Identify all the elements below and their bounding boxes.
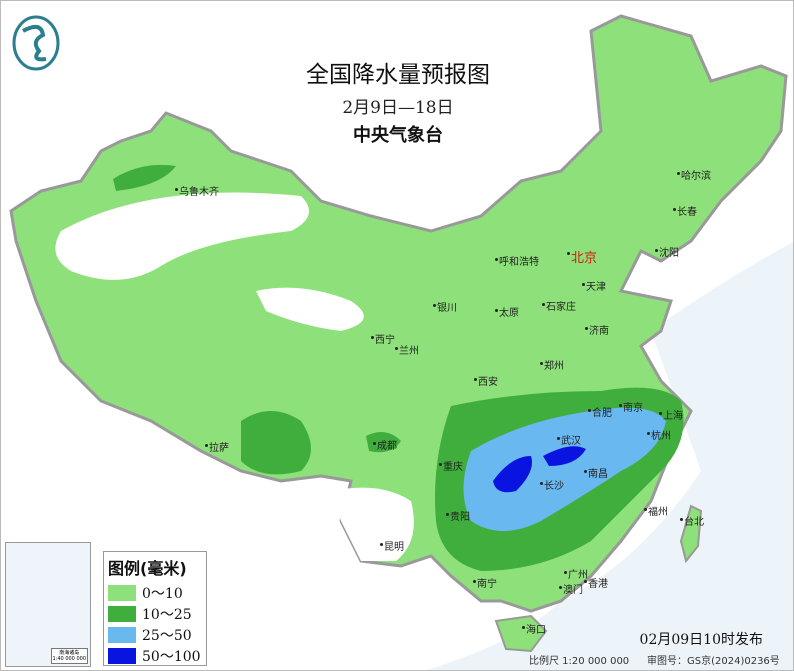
- city-label: 重庆: [439, 458, 463, 473]
- legend-title: 图例(毫米): [108, 559, 187, 578]
- zone-50-100-east: [543, 446, 586, 466]
- city-label: 哈尔滨: [677, 167, 711, 182]
- city-label: 西安: [474, 373, 498, 388]
- city-label: 银川: [433, 299, 457, 314]
- logo: [12, 15, 60, 71]
- city-label: 昆明: [380, 538, 404, 553]
- city-label: 合肥: [588, 404, 612, 419]
- city-label: 拉萨: [205, 439, 229, 454]
- legend-label: 25～50: [142, 627, 192, 644]
- legend-item: 0～10: [108, 582, 202, 603]
- map-title: 全国降水量预报图: [306, 62, 490, 88]
- zone-50-100-west: [493, 456, 532, 493]
- city-label: 福州: [644, 503, 668, 518]
- city-label: 太原: [495, 304, 519, 319]
- zone-10-25-sichuan: [366, 432, 401, 453]
- city-label: 济南: [585, 322, 609, 337]
- review-number: 审图号：GS京(2024)0236号: [647, 656, 780, 667]
- city-label: 长沙: [540, 477, 564, 492]
- city-label: 台北: [680, 513, 704, 528]
- zone-25-50: [463, 407, 666, 531]
- dry-area-yunnan: [331, 487, 414, 561]
- legend-item: 25～50: [108, 624, 202, 645]
- zone-10-25-xinjiang: [113, 164, 176, 191]
- city-label: 南京: [619, 399, 643, 414]
- legend-label: 0～10: [142, 585, 183, 602]
- city-label: 西宁: [371, 331, 395, 346]
- issue-time: 02月09日10时发布: [639, 632, 763, 648]
- legend-item: 50～100: [108, 645, 202, 666]
- city-label: 贵阳: [446, 508, 470, 523]
- city-label: 武汉: [557, 432, 581, 447]
- legend-swatch: [108, 584, 136, 601]
- city-label: 长春: [673, 203, 697, 218]
- zone-10-25-tibet: [241, 411, 311, 475]
- dry-area-xinjiang: [55, 192, 309, 280]
- legend-label: 50～100: [142, 648, 201, 665]
- taiwan-island: [679, 504, 703, 564]
- city-label: 澳门: [559, 581, 583, 596]
- city-label: 北京: [566, 247, 597, 266]
- legend-swatch: [108, 605, 136, 622]
- legend-label: 10～25: [142, 606, 192, 623]
- south-china-sea-inset: 南海诸岛 1:40 000 000: [5, 542, 91, 667]
- hainan-island: [494, 614, 548, 653]
- inset-label: 南海诸岛: [59, 650, 80, 656]
- legend-item: 10～25: [108, 603, 202, 624]
- city-label: 南昌: [584, 465, 608, 480]
- city-label: 广州: [564, 566, 588, 581]
- city-label: 呼和浩特: [495, 253, 539, 268]
- date-range: 2月9日—18日: [342, 98, 454, 118]
- city-label: 天津: [582, 278, 606, 293]
- city-label: 石家庄: [542, 298, 576, 313]
- city-label: 南宁: [473, 575, 497, 590]
- city-label: 成都: [373, 437, 397, 452]
- city-label: 杭州: [647, 427, 671, 442]
- sea-area: [427, 242, 793, 670]
- city-label: 海口: [522, 621, 546, 636]
- legend-swatch: [108, 626, 136, 643]
- city-label: 郑州: [540, 357, 564, 372]
- legend: 图例(毫米) 0～10 10～25 25～50 50～100: [103, 551, 207, 666]
- dry-area-qaidam: [256, 287, 364, 331]
- inset-scale: 南海诸岛 1:40 000 000: [50, 648, 88, 664]
- city-label: 沈阳: [655, 244, 679, 259]
- map-scale: 比例尺 1:20 000 000: [529, 656, 630, 667]
- inset-scale-text: 1:40 000 000: [52, 656, 87, 662]
- city-label: 乌鲁木齐: [175, 183, 219, 198]
- city-label: 上海: [659, 407, 683, 422]
- agency-name: 中央气象台: [353, 125, 443, 146]
- city-label: 兰州: [395, 342, 419, 357]
- city-label: 香港: [584, 575, 608, 590]
- legend-swatch: [108, 647, 136, 664]
